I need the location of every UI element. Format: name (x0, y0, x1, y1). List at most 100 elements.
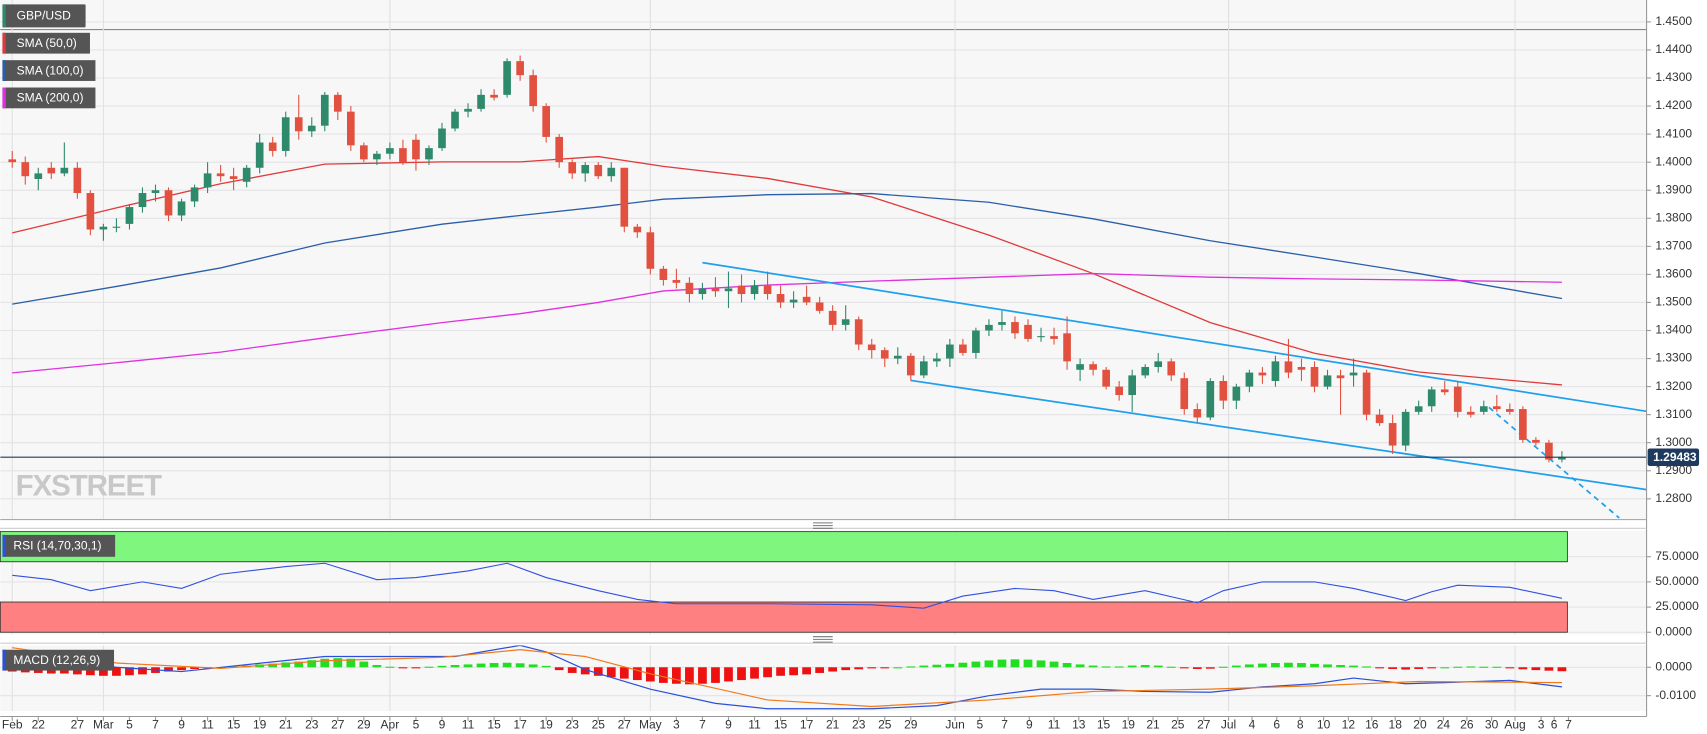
rsi-zones (0, 531, 1568, 633)
macd-bar (1466, 666, 1476, 668)
candle-body (737, 285, 746, 295)
x-tick-label: 21 (1146, 717, 1160, 731)
legend-item[interactable]: SMA (200,0) (2, 87, 96, 109)
legend-item[interactable]: SMA (50,0) (2, 32, 90, 54)
macd-bar (1075, 664, 1085, 668)
legend: SMA (50,0) SMA (100,0) SMA (200,0) (2, 32, 96, 109)
legend-swatch (2, 32, 6, 54)
macd-bar (593, 667, 603, 676)
macd-bar (1544, 667, 1554, 671)
symbol-label: GBP/USD (17, 9, 71, 23)
y-tick-label: 1.2900 (1655, 463, 1692, 477)
macd-bar (815, 667, 825, 673)
x-tick-label: 7 (1001, 717, 1008, 731)
macd-bar (1010, 659, 1020, 668)
candle-body (1532, 439, 1540, 443)
candle-body (1076, 364, 1084, 370)
candle-body (867, 344, 876, 351)
y-tick-label: 1.3100 (1655, 407, 1692, 421)
macd-bar (138, 667, 147, 675)
x-tick-label: 7 (152, 717, 159, 731)
candle-body (659, 268, 668, 280)
legend-item[interactable]: SMA (100,0) (2, 60, 96, 81)
candle-body (1141, 366, 1150, 376)
candle-body (125, 207, 134, 224)
y-tick-label: 1.3500 (1655, 295, 1692, 309)
macd-bar (489, 663, 499, 668)
legend-label: SMA (200,0) (17, 91, 84, 105)
candle-body (1206, 381, 1215, 418)
candle-body (99, 226, 108, 230)
x-tick-label: 25 (878, 717, 892, 731)
legend-box (2, 60, 96, 81)
candle-body (620, 167, 629, 227)
y-tick-label: 1.3700 (1655, 239, 1692, 253)
macd-bar (372, 664, 382, 668)
candle-body (281, 117, 290, 151)
trend-line (702, 261, 1647, 413)
sma-line (12, 192, 1563, 305)
macd-bar (281, 662, 291, 668)
candle-body (177, 201, 186, 216)
macd-bar (1101, 666, 1111, 668)
macd-bar (1440, 667, 1450, 669)
macd-bar (1297, 663, 1306, 668)
macd-bar (1153, 665, 1163, 668)
x-tick-label: 11 (1048, 717, 1061, 731)
candle-body (542, 106, 550, 137)
x-tick-label: 25 (1171, 717, 1185, 731)
macd-bar (72, 667, 82, 675)
x-tick-label: 19 (539, 717, 553, 731)
y-tick-label: 0.0000 (1655, 624, 1692, 638)
candle-body (854, 319, 863, 345)
macd-bar (333, 658, 343, 668)
macd-bar (1245, 664, 1254, 668)
candle-body (451, 111, 459, 129)
x-tick-label: Aug (1504, 717, 1525, 731)
y-tick-label: 1.3400 (1655, 323, 1692, 337)
macd-bar (1336, 664, 1345, 668)
x-tick-label: 22 (32, 717, 46, 731)
macd-bar (841, 667, 851, 671)
resize-handle[interactable] (813, 522, 833, 529)
x-tick-label: 6 (1273, 717, 1280, 731)
candle-body (1479, 406, 1488, 412)
legend-item[interactable]: GBP/USD (2, 4, 86, 28)
candle-body (685, 282, 694, 295)
macd-bar (828, 667, 838, 672)
macd-bar (763, 667, 772, 678)
macd-bar (528, 664, 538, 668)
watermark: FXSTREET (16, 470, 162, 503)
candle-body (828, 310, 837, 325)
resize-handle[interactable] (813, 636, 833, 643)
candle-body (1362, 372, 1371, 415)
candle-body (1011, 322, 1019, 334)
candle-body (1115, 386, 1123, 396)
macd-bar (99, 667, 108, 676)
macd-bar (554, 667, 564, 671)
candle-body (112, 226, 121, 228)
macd-bar (385, 666, 395, 668)
candle-body (1232, 386, 1241, 401)
candle-body (360, 145, 368, 160)
candle-body (672, 279, 681, 283)
legend-label: SMA (50,0) (17, 36, 77, 50)
legend-swatch (2, 60, 6, 81)
macd-bar (1127, 665, 1137, 668)
candle-body (1558, 457, 1566, 460)
candle-body (1219, 381, 1228, 401)
last-price-tag (1647, 448, 1700, 466)
candle-body (711, 288, 720, 292)
candle-body (138, 193, 147, 208)
macd-bar (1492, 666, 1502, 668)
macd-bar (867, 667, 877, 669)
candle-body (841, 319, 850, 325)
candle-body (438, 128, 446, 149)
x-tick-label: Jun (945, 717, 964, 731)
macd-label-box[interactable]: MACD (12,26,9) (2, 649, 115, 671)
macd-bar (1258, 663, 1267, 668)
overbought-zone (0, 531, 1568, 563)
rsi-label-box[interactable]: RSI (14,70,30,1) (2, 534, 116, 557)
x-tick-label: 30 (1485, 717, 1499, 731)
x-tick-label: 4 (1249, 717, 1256, 731)
